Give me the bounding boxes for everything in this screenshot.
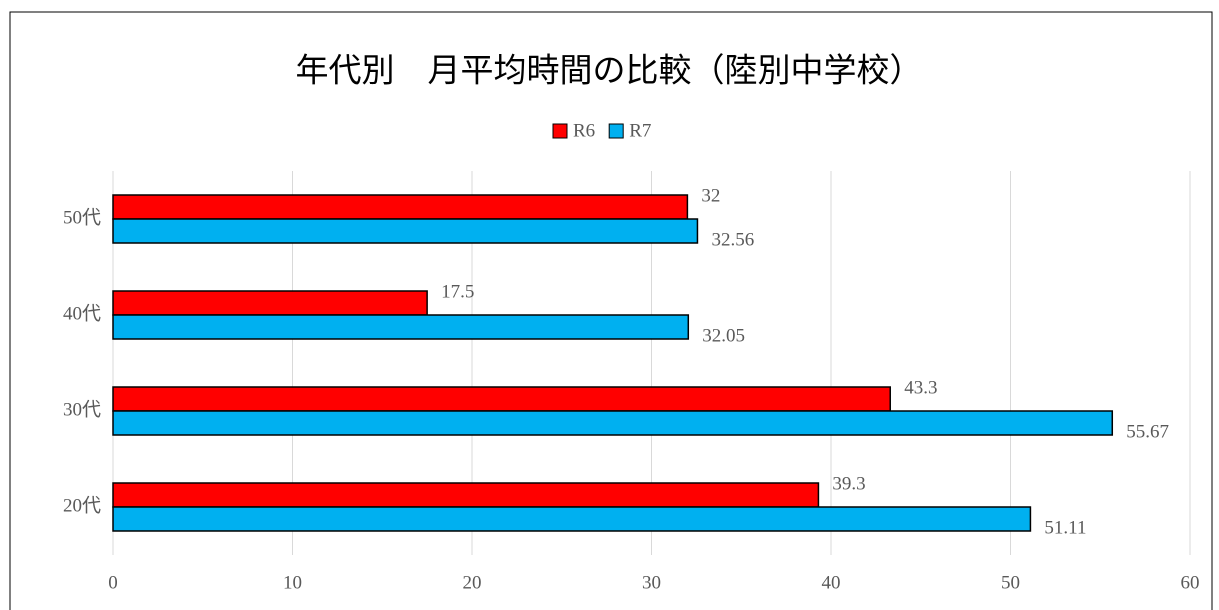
bar <box>112 482 820 508</box>
bar <box>112 386 891 412</box>
bar <box>112 410 1114 436</box>
data-label: 17.5 <box>441 281 474 302</box>
legend-label: R6 <box>573 120 595 141</box>
bar <box>112 506 1032 532</box>
legend-swatch <box>552 123 568 139</box>
data-label: 55.67 <box>1126 421 1169 442</box>
bar <box>112 290 428 316</box>
x-tick-label: 30 <box>642 572 661 593</box>
legend-swatch <box>608 123 624 139</box>
x-tick-label: 50 <box>1001 572 1020 593</box>
x-tick-label: 40 <box>822 572 841 593</box>
data-label: 32.05 <box>702 325 745 346</box>
bar <box>112 314 690 340</box>
x-tick-label: 0 <box>108 572 118 593</box>
data-label: 32.56 <box>711 229 754 250</box>
data-label: 39.3 <box>832 473 865 494</box>
x-tick-label: 60 <box>1181 572 1200 593</box>
chart-title: 年代別 月平均時間の比較（陸別中学校） <box>296 53 923 90</box>
data-label: 51.11 <box>1044 517 1086 538</box>
bar <box>112 194 689 220</box>
data-label: 43.3 <box>904 377 937 398</box>
chart-frame <box>9 11 1213 610</box>
y-tick-label: 50代 <box>63 206 101 228</box>
data-label: 32 <box>701 185 720 206</box>
x-tick-label: 20 <box>463 572 482 593</box>
y-tick-label: 20代 <box>63 494 101 516</box>
y-tick-label: 40代 <box>63 302 101 324</box>
y-tick-label: 30代 <box>63 398 101 420</box>
bar <box>112 218 699 244</box>
legend-label: R7 <box>629 120 651 141</box>
x-tick-label: 10 <box>283 572 302 593</box>
